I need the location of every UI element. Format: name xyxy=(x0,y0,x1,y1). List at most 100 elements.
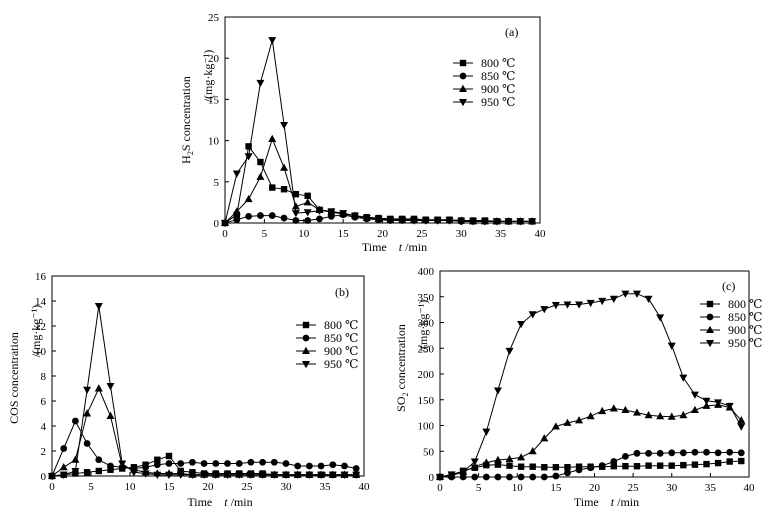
data-point xyxy=(668,449,676,457)
data-point xyxy=(256,79,265,88)
x-tick-label: 20 xyxy=(377,228,389,240)
data-point xyxy=(362,215,371,223)
data-point xyxy=(552,464,560,471)
data-point xyxy=(690,405,699,414)
data-point xyxy=(177,460,185,467)
data-point xyxy=(83,440,91,447)
series-3 xyxy=(436,290,746,482)
data-point xyxy=(339,210,348,218)
data-point xyxy=(621,405,630,414)
data-point xyxy=(212,460,220,467)
y-tick-label: 10 xyxy=(208,136,220,148)
x-tick-label: 30 xyxy=(456,228,468,240)
data-point xyxy=(471,473,479,481)
x-tick-label: 20 xyxy=(589,482,601,494)
data-point xyxy=(737,423,746,431)
x-tick-label: 5 xyxy=(262,228,268,240)
data-point xyxy=(482,428,491,436)
panel-label: (c) xyxy=(722,279,735,293)
data-point xyxy=(528,218,537,226)
data-point xyxy=(622,462,629,470)
x-tick-label: 10 xyxy=(512,482,524,494)
data-point xyxy=(200,471,209,479)
data-point xyxy=(245,143,252,150)
data-point xyxy=(702,401,711,409)
y-tick-label: 14 xyxy=(35,296,47,308)
legend-marker xyxy=(706,313,714,321)
series-0 xyxy=(221,143,536,227)
data-point xyxy=(679,411,688,419)
x-tick-label: 0 xyxy=(49,481,55,493)
data-point xyxy=(492,218,501,226)
data-point xyxy=(328,471,337,479)
data-point xyxy=(516,218,525,226)
legend-label: 850 ℃ xyxy=(728,310,762,324)
legend-label: 950 ℃ xyxy=(481,95,515,109)
y-tick-label: 15 xyxy=(208,94,220,106)
data-point xyxy=(494,473,502,481)
data-point xyxy=(247,458,255,466)
legend-label: 800 ℃ xyxy=(481,56,515,70)
legend-label: 900 ℃ xyxy=(481,82,515,96)
legend-label: 900 ℃ xyxy=(324,344,358,358)
data-point xyxy=(563,301,572,309)
legend-marker xyxy=(302,334,310,342)
series-3 xyxy=(48,303,361,481)
legend-marker xyxy=(459,84,467,92)
data-point xyxy=(493,387,502,395)
panel-label: (b) xyxy=(335,285,349,299)
data-point xyxy=(352,465,360,472)
data-point xyxy=(340,471,349,479)
x-axis-title: Time t /min xyxy=(574,495,639,509)
data-point xyxy=(268,212,276,219)
data-point xyxy=(644,295,653,304)
data-point xyxy=(350,212,359,220)
data-point xyxy=(517,463,525,470)
y-axis-title: SO2 concentration xyxy=(394,324,410,412)
x-tick-label: 35 xyxy=(705,482,717,494)
data-point xyxy=(211,471,220,479)
data-point xyxy=(586,299,595,308)
data-point xyxy=(598,297,607,306)
data-point xyxy=(165,471,173,479)
y-axis-unit: /(mg·kg⁻¹) xyxy=(201,50,215,103)
data-point xyxy=(457,218,466,226)
data-point xyxy=(107,462,114,470)
legend-label: 800 ℃ xyxy=(324,318,358,332)
data-point xyxy=(714,399,723,407)
legend-label: 950 ℃ xyxy=(324,357,358,371)
chart-panel-2: 0 5 10 15 20 25 30 35 40050100150200250300350400… xyxy=(394,266,762,509)
data-point xyxy=(280,214,288,222)
legend-label: 950 ℃ xyxy=(728,336,762,350)
x-tick-label: 20 xyxy=(203,481,215,493)
data-point xyxy=(703,448,710,456)
y-tick-label: 200 xyxy=(418,369,435,381)
data-point xyxy=(564,469,571,477)
data-point xyxy=(142,463,150,471)
data-point xyxy=(232,170,241,178)
data-point xyxy=(564,464,571,471)
data-point xyxy=(245,213,253,220)
data-point xyxy=(551,301,560,310)
data-point xyxy=(738,457,745,465)
y-tick-label: 6 xyxy=(41,396,47,408)
data-point xyxy=(294,462,302,470)
data-point xyxy=(668,462,675,469)
data-point xyxy=(667,412,676,420)
data-point xyxy=(505,347,514,356)
data-point xyxy=(726,458,733,465)
data-point xyxy=(610,462,618,470)
data-point xyxy=(291,202,300,210)
y-tick-label: 250 xyxy=(418,343,435,355)
data-point xyxy=(327,208,336,216)
data-point xyxy=(244,153,253,161)
data-point xyxy=(165,452,173,460)
data-point xyxy=(153,471,162,479)
data-point xyxy=(714,459,722,467)
data-point xyxy=(656,412,665,420)
chart-panel-0: 0 5 10 15 20 25 30 35 40 0 5 10 15 20 25 (a) Time t /min… xyxy=(179,12,546,254)
data-point xyxy=(280,163,289,171)
data-point xyxy=(529,473,537,481)
data-point xyxy=(436,474,444,482)
data-point xyxy=(107,466,114,473)
